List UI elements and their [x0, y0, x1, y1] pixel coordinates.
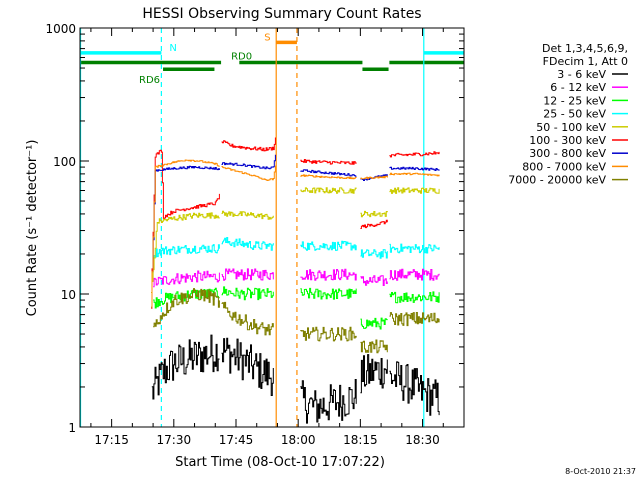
- series-2-segment-1: [221, 286, 274, 301]
- series-1-segment-1: [221, 268, 274, 281]
- series-7-segment-0: [151, 159, 220, 308]
- series-8-segment-0: [153, 288, 220, 328]
- legend-label-2: 12 - 25 keV: [543, 94, 606, 107]
- legend-header-line-1: Det 1,3,4,5,6,9,: [542, 42, 628, 55]
- flag-label-n: N: [169, 43, 176, 54]
- series-4-segment-1: [221, 210, 274, 220]
- x-tick-label-3: 18:00: [281, 433, 316, 447]
- series-6-segment-0: [151, 165, 220, 308]
- series-5-segment-0: [151, 149, 220, 309]
- series-2-segment-3: [360, 317, 388, 330]
- x-tick-label-2: 17:45: [219, 433, 254, 447]
- y-tick-label-3: 1000: [45, 22, 76, 36]
- series-3-segment-0: [153, 244, 220, 259]
- series-7-segment-4: [389, 172, 440, 177]
- legend-label-1: 6 - 12 keV: [550, 81, 606, 94]
- series-0-segment-2: [300, 379, 357, 424]
- legend-label-6: 300 - 800 keV: [529, 147, 606, 160]
- series-5-segment-1: [221, 137, 276, 152]
- legend-label-7: 800 - 7000 keV: [522, 160, 606, 173]
- flag-label-rd0: RD0: [231, 52, 252, 63]
- vertical-markers: [79, 28, 425, 427]
- series-6-segment-2: [300, 169, 357, 177]
- series-1-segment-4: [389, 268, 440, 281]
- series-2-segment-2: [300, 287, 357, 300]
- y-tick-label-0: 1: [68, 421, 76, 435]
- x-tick-label-0: 17:15: [94, 433, 129, 447]
- series-1-segment-2: [300, 268, 357, 281]
- footer-date: 8-Oct-2010 21:37: [565, 467, 636, 476]
- series-3-segment-4: [389, 243, 440, 254]
- series-6-segment-4: [389, 166, 440, 171]
- series-7-segment-1: [221, 165, 276, 181]
- series-8-segment-3: [360, 339, 388, 354]
- series-4-segment-0: [151, 212, 220, 293]
- chart-title: HESSI Observing Summary Count Rates: [142, 6, 421, 22]
- series-5-segment-3: [360, 219, 388, 229]
- series-5-segment-4: [389, 151, 440, 158]
- series-4-segment-2: [300, 187, 357, 194]
- legend-label-8: 7000 - 20000 keV: [508, 174, 606, 187]
- series-0-segment-0: [151, 334, 220, 400]
- y-tick-label-1: 10: [61, 288, 76, 302]
- flags-layer: N RD0 RD6 S: [80, 32, 464, 86]
- legend-label-3: 25 - 50 keV: [543, 108, 606, 121]
- x-tick-label-5: 18:30: [405, 433, 440, 447]
- legend-label-5: 100 - 300 keV: [529, 134, 606, 147]
- axes-layer: 17:15 17:30 17:45 18:00 18:15 18:30 1 10 100 1000: [45, 22, 465, 447]
- series-6-segment-1: [221, 154, 276, 170]
- series-0-segment-4: [389, 361, 440, 416]
- series-1-segment-0: [153, 270, 220, 288]
- series-layer: [151, 137, 440, 424]
- x-axis-label: Start Time (08-Oct-10 17:07:22): [175, 455, 385, 470]
- x-tick-label-1: 17:30: [157, 433, 192, 447]
- series-3-segment-3: [360, 249, 388, 259]
- series-8-segment-4: [389, 312, 440, 327]
- series-4-segment-4: [389, 187, 440, 194]
- legend-label-0: 3 - 6 keV: [557, 68, 606, 81]
- plot-frame: [79, 27, 465, 428]
- x-tick-label-4: 18:15: [343, 433, 378, 447]
- y-tick-label-2: 100: [53, 155, 76, 169]
- series-3-segment-2: [300, 240, 357, 251]
- legend: Det 1,3,4,5,6,9, FDecim 1, Att 0 3 - 6 k…: [508, 42, 628, 187]
- series-8-segment-2: [300, 326, 357, 342]
- legend-label-4: 50 - 100 keV: [536, 121, 606, 134]
- series-8-segment-1: [221, 301, 274, 336]
- flag-label-s: S: [264, 32, 270, 43]
- series-7-segment-3: [360, 175, 388, 180]
- series-7-segment-2: [300, 174, 357, 180]
- series-0-segment-3: [360, 354, 388, 394]
- series-1-segment-3: [360, 275, 388, 286]
- series-0-segment-1: [221, 337, 274, 396]
- series-5-segment-2: [300, 159, 357, 165]
- legend-header-line-2: FDecim 1, Att 0: [543, 55, 628, 68]
- y-axis-label: Count Rate (s⁻¹ detector⁻¹): [25, 140, 40, 317]
- series-2-segment-4: [389, 291, 440, 304]
- flag-label-rd6: RD6: [139, 75, 160, 86]
- series-4-segment-3: [360, 210, 388, 218]
- series-3-segment-1: [221, 237, 274, 251]
